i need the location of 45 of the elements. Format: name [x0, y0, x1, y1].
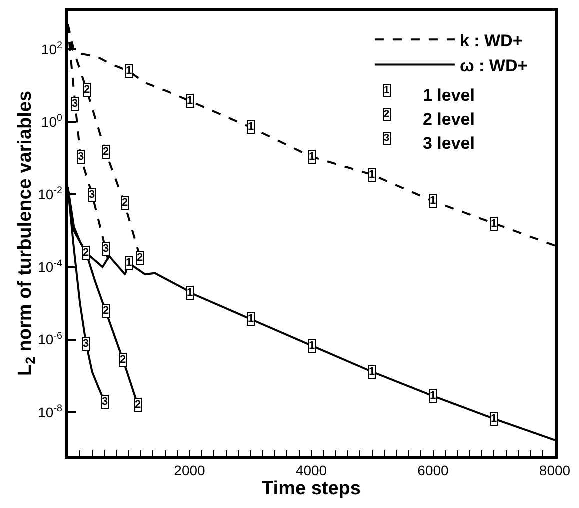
annotation: 2 level	[423, 110, 475, 129]
annotation: 1	[430, 390, 436, 402]
annotation: 2	[103, 146, 110, 158]
annotation: 1	[187, 95, 194, 107]
y-tick-label: 10$^{0}$	[41, 113, 63, 130]
annotation: 1	[309, 151, 316, 163]
annotation: 1	[248, 121, 254, 133]
annotation: 2	[135, 399, 142, 411]
annotation: 2	[120, 354, 126, 366]
annotation: 1	[126, 65, 132, 77]
annotation: 1	[309, 340, 316, 352]
annotation: 1	[248, 313, 254, 325]
annotation: 1	[491, 413, 498, 425]
annotation: 3	[78, 151, 84, 163]
legend-label: ω : WD+	[460, 56, 528, 76]
annotation: 1	[491, 218, 498, 230]
annotation: 3	[103, 243, 110, 255]
annotation: 1	[369, 366, 376, 378]
annotation: 1	[430, 195, 436, 207]
legend-label: k : WD+	[460, 31, 523, 50]
annotation: 1	[369, 169, 376, 181]
y-tick-label: 10$^{-8}$	[38, 403, 63, 420]
y-tick-label: 10$^{-4}$	[38, 258, 63, 276]
y-tick-label: 10$^{2}$	[41, 40, 62, 58]
x-axis-title: Time steps	[262, 478, 361, 500]
annotation: 3 level	[423, 134, 475, 153]
annotation: 2	[137, 252, 144, 264]
x-tick-label: 6000	[418, 462, 450, 479]
y-tick-label: 10$^{-2}$	[38, 186, 62, 203]
annotation: 2	[84, 84, 90, 96]
annotation: 2	[122, 197, 128, 209]
annotation: 1	[126, 257, 132, 269]
x-tick-label: 2000	[174, 462, 206, 479]
x-tick-label: 8000	[539, 462, 571, 479]
annotation: 1	[187, 287, 194, 299]
annotation: 3	[72, 98, 78, 110]
text: 3	[384, 133, 390, 144]
annotation: 2	[83, 247, 90, 259]
text: 1	[384, 85, 390, 96]
annotation: 1 level	[423, 86, 475, 105]
text: 2	[384, 109, 390, 120]
y-tick-label: 10$^{-6}$	[38, 330, 63, 348]
annotation: 2	[103, 305, 110, 317]
annotation: 3	[89, 189, 96, 201]
x-tick-label: 4000	[296, 462, 328, 479]
